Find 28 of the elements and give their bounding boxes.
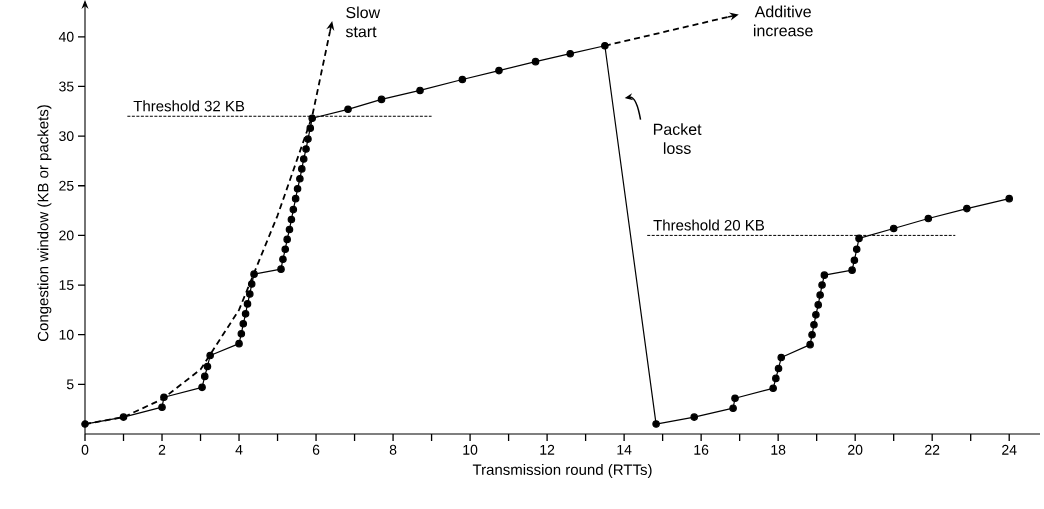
y-tick-label: 40 [58, 31, 74, 42]
x-tick-label: 8 [389, 444, 397, 455]
y-axis-title: Congestion window (KB or packets) [37, 105, 52, 342]
y-tick-label: 10 [59, 329, 74, 340]
x-tick-label: 22 [925, 444, 940, 455]
x-tick-label: 20 [848, 444, 863, 455]
y-tick-label: 25 [59, 180, 74, 191]
x-tick-label: 2 [158, 444, 166, 455]
x-tick-label: 4 [235, 444, 243, 455]
y-tick-label: 5 [66, 379, 74, 390]
y-tick-label: 35 [59, 81, 74, 92]
x-tick-label: 14 [617, 444, 632, 455]
y-tick-label: 20 [59, 230, 74, 241]
x-tick-label: 16 [694, 444, 709, 455]
x-tick-label: 12 [540, 444, 555, 455]
x-tick-label: 6 [312, 444, 320, 455]
y-tick-label: 30 [59, 131, 74, 142]
series-label: Threshold 20 KB [653, 219, 765, 231]
x-tick-label: 10 [463, 444, 478, 455]
series-label: Threshold 32 KB [133, 100, 245, 112]
x-tick-label: 18 [771, 444, 786, 455]
x-axis-title: Transmission round (RTTs) [472, 463, 652, 478]
x-tick-label: 0 [81, 444, 89, 455]
annotation: Additive increase [753, 5, 813, 37]
y-tick-label: 15 [59, 280, 74, 290]
annotation: Packet loss [653, 123, 702, 155]
x-tick-label: 24 [1002, 444, 1017, 455]
annotation: Slow start [345, 6, 381, 38]
